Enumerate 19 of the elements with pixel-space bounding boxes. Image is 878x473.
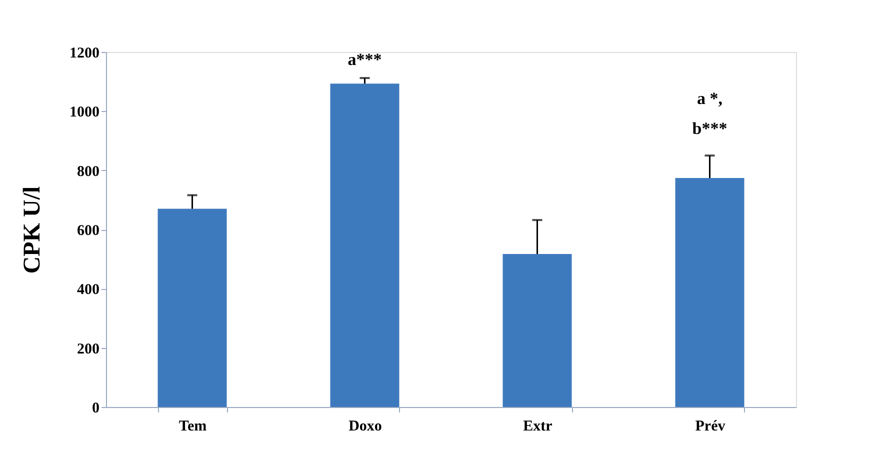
y-tick-label: 600 xyxy=(77,223,100,239)
x-tick-label: Prév xyxy=(695,418,726,434)
bar xyxy=(330,84,400,407)
annotation: a*** xyxy=(348,50,382,69)
y-axis-title: CPK U/l xyxy=(20,186,46,274)
bar xyxy=(158,208,227,407)
y-tick-label: 1000 xyxy=(70,104,100,121)
y-tick-label: 1200 xyxy=(70,46,100,62)
annotation: b*** xyxy=(692,119,728,138)
y-tick-label: 400 xyxy=(77,282,100,298)
x-tick-label: Doxo xyxy=(348,418,382,434)
y-tick-label: 0 xyxy=(92,400,100,416)
annotation: a *, xyxy=(697,89,722,108)
x-tick-label: Extr xyxy=(523,418,553,434)
y-tick-label: 800 xyxy=(77,164,100,180)
bar xyxy=(675,178,744,407)
x-tick-label: Tem xyxy=(178,418,208,434)
bar xyxy=(502,254,572,407)
y-tick-label: 200 xyxy=(77,341,100,358)
